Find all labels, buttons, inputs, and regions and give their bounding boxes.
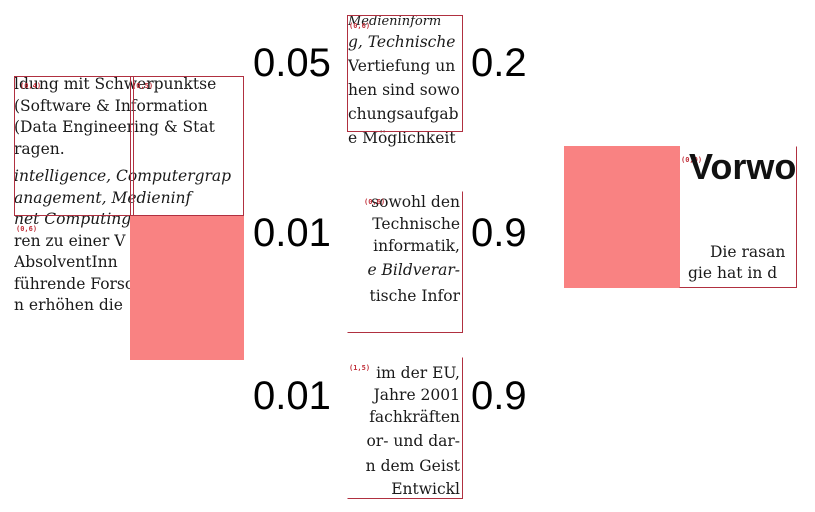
crop-line: hen sind sowo xyxy=(348,81,460,99)
crop-line: Technische xyxy=(372,215,460,233)
crop-line: fachkräften xyxy=(369,408,460,426)
crop-bottom-middle-text: im der EU, Jahre 2001 fachkräften or- un… xyxy=(366,362,460,500)
region-box xyxy=(347,357,463,499)
crop-line: chungsaufgab xyxy=(348,105,459,123)
highlight-region xyxy=(130,216,244,360)
score-row1-left: 0.05 xyxy=(253,41,331,85)
crop-line: Medieninform xyxy=(348,14,442,29)
crop-left-line: (Software & Information xyxy=(14,96,208,115)
crop-line: Jahre 2001 xyxy=(373,386,460,404)
crop-line: n dem Geist xyxy=(365,457,460,475)
crop-line: or- und dar- xyxy=(366,432,460,450)
region-tag: (0,4) xyxy=(20,82,42,90)
crop-left-line: ldung mit Schwerpunktse xyxy=(14,75,217,93)
highlight-region xyxy=(564,146,680,288)
score-row2-right: 0.9 xyxy=(471,211,527,255)
region-tag: (1,5) xyxy=(349,364,371,372)
crop-left-line: (Data Engineering & Stat xyxy=(14,118,215,136)
region-tag: (0,0) xyxy=(681,156,703,164)
crop-right-text: Die rasan gie hat in d xyxy=(688,242,785,284)
crop-left-line: ragen. xyxy=(14,139,65,158)
crop-line: sowohl den xyxy=(371,193,460,211)
region-tag: (0,6) xyxy=(364,198,386,206)
crop-line: im der EU, xyxy=(376,364,460,382)
crop-line: Vertiefung un xyxy=(348,57,456,75)
crop-middle-middle: sowohl den Technische informatik, e Bild… xyxy=(346,190,464,334)
region-box xyxy=(347,191,463,333)
crop-left-line: intelligence, Computergrap xyxy=(14,167,232,185)
score-row3-left: 0.01 xyxy=(253,374,331,418)
score-row1-right: 0.2 xyxy=(471,41,527,85)
crop-left-line: net Computing xyxy=(14,210,132,228)
region-box xyxy=(14,76,134,216)
score-row2-left: 0.01 xyxy=(253,211,331,255)
crop-right: (0,0) Vorwo Die rasan gie hat in d xyxy=(564,146,797,288)
crop-top-middle: Medieninform g, Technische Vertiefung un… xyxy=(346,14,464,160)
crop-left-line: führende Forsc xyxy=(14,274,134,293)
crop-left-line: ren zu einer V xyxy=(14,231,126,250)
crop-top-middle-text: Medieninform g, Technische Vertiefung un… xyxy=(348,14,460,150)
region-tag: (0,6) xyxy=(16,225,38,233)
crop-line: g, Technische xyxy=(348,33,456,51)
crop-line: tische Infor xyxy=(369,287,461,305)
region-box xyxy=(130,76,244,216)
crop-line: informatik, xyxy=(373,237,460,255)
crop-line: e Möglichkeit xyxy=(348,129,456,147)
score-row3-right: 0.9 xyxy=(471,374,527,418)
crop-left-line: n erhöhen die xyxy=(14,296,123,314)
crop-left-line: anagement, Medieninf xyxy=(14,188,192,207)
crop-left: ldung mit Schwerpunktse (Software & Info… xyxy=(14,70,246,360)
region-tag: (0,6) xyxy=(349,22,371,30)
region-box xyxy=(679,146,797,288)
region-tag: (0,5) xyxy=(132,82,154,90)
crop-line: Die rasan xyxy=(710,243,786,261)
crop-line: e Bildverar- xyxy=(367,261,460,279)
crop-left-text: ldung mit Schwerpunktse (Software & Info… xyxy=(14,74,231,317)
crop-bottom-middle: im der EU, Jahre 2001 fachkräften or- un… xyxy=(346,356,464,500)
crop-middle-middle-text: sowohl den Technische informatik, e Bild… xyxy=(367,191,460,309)
crop-line: gie hat in d xyxy=(688,264,778,282)
crop-left-line: AbsolventInn xyxy=(14,253,118,271)
section-heading: Vorwo xyxy=(689,146,797,187)
region-box xyxy=(347,15,463,132)
crop-line: Entwickl xyxy=(391,480,460,498)
